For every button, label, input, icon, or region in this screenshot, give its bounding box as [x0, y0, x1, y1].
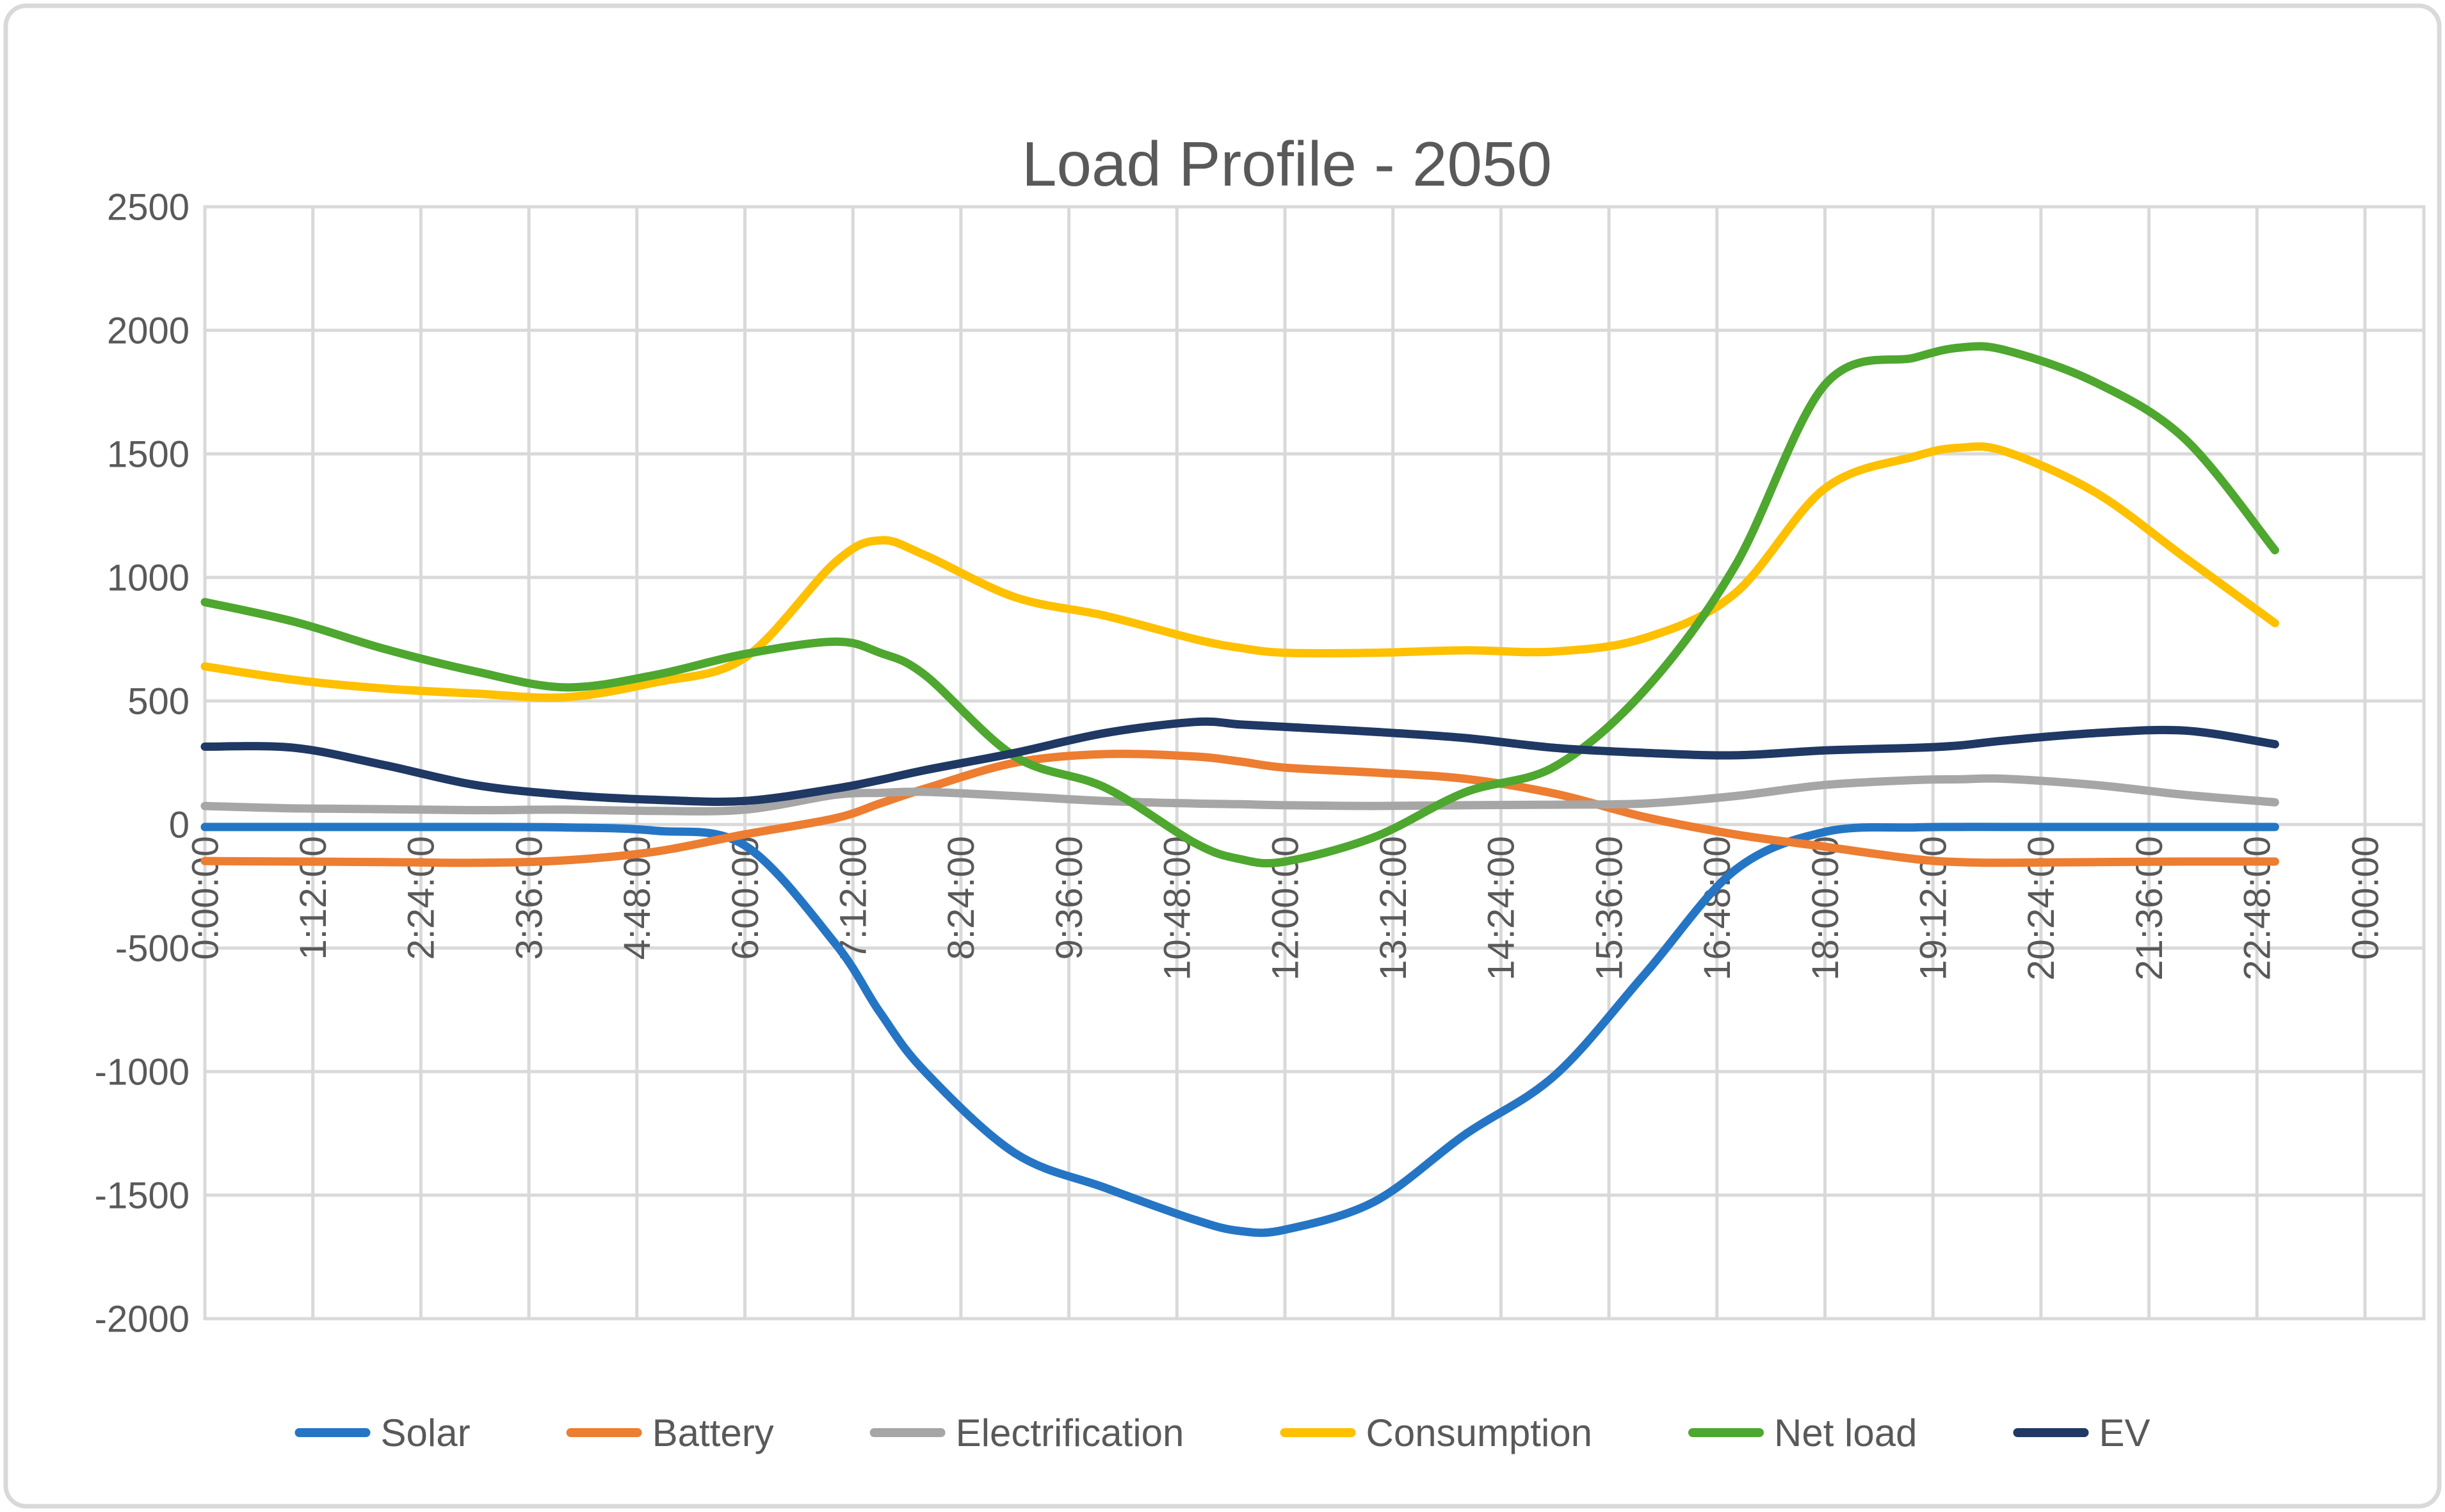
y-axis-label: 2500 [107, 186, 190, 228]
series-lines-layer [200, 342, 2279, 1237]
legend-item-ev: EV [2013, 1411, 2150, 1454]
legend-item-battery: Battery [566, 1411, 774, 1454]
x-axis-label: 13:12:00 [1373, 836, 1414, 981]
x-axis-label: 15:36:00 [1588, 836, 1630, 981]
y-axis-label: 1500 [107, 433, 190, 475]
legend-label-electrification: Electrification [956, 1411, 1184, 1454]
x-axis-label: 0:00:00 [184, 836, 226, 960]
y-axis-label: 2000 [107, 310, 190, 351]
legend-label-consumption: Consumption [1366, 1411, 1593, 1454]
y-axis-label: -1000 [95, 1051, 190, 1093]
x-axis-label: 16:48:00 [1697, 836, 1738, 981]
y-axis-label: 1000 [107, 557, 190, 599]
series-line-consumption [200, 442, 2279, 702]
x-axis-label: 0:00:00 [2344, 836, 2386, 960]
gridlines-layer [203, 205, 2426, 1321]
legend-swatch-solar [295, 1428, 371, 1437]
y-axis-label: -1500 [95, 1175, 190, 1216]
chart-title: Load Profile - 2050 [1022, 129, 1552, 199]
x-axis-label: 10:48:00 [1157, 836, 1198, 981]
legend-swatch-electrification [869, 1428, 946, 1437]
series-line-solar [200, 823, 2279, 1237]
legend-swatch-ev [2013, 1428, 2089, 1437]
legend-item-net-load: Net load [1688, 1411, 1917, 1454]
x-axis-label: 3:36:00 [508, 836, 550, 960]
legend: Solar Battery Electrification Consumption Ne… [295, 1411, 2150, 1454]
series-line-battery [200, 750, 2279, 867]
series-line-net-load [200, 342, 2279, 868]
y-axis-label: -2000 [95, 1298, 190, 1340]
legend-label-ev: EV [2099, 1411, 2150, 1454]
legend-swatch-net-load [1688, 1428, 1764, 1437]
x-axis-label: 18:00:00 [1805, 836, 1846, 981]
legend-item-solar: Solar [295, 1411, 471, 1454]
legend-item-consumption: Consumption [1280, 1411, 1593, 1454]
legend-label-net-load: Net load [1774, 1411, 1917, 1454]
x-axis-label: 2:24:00 [401, 836, 442, 960]
series-line-ev [200, 717, 2279, 806]
x-axis-label: 8:24:00 [940, 836, 982, 960]
series-line-electrification [200, 774, 2279, 816]
legend-swatch-battery [566, 1428, 642, 1437]
plot-area-border [203, 205, 2426, 1321]
x-axis-label: 1:12:00 [293, 836, 334, 960]
x-axis-label: 20:24:00 [2021, 836, 2062, 981]
legend-label-solar: Solar [381, 1411, 471, 1454]
legend-label-battery: Battery [652, 1411, 774, 1454]
x-axis-label: 9:36:00 [1049, 836, 1090, 960]
legend-swatch-consumption [1280, 1428, 1356, 1437]
legend-item-electrification: Electrification [869, 1411, 1184, 1454]
x-axis-label: 7:12:00 [833, 836, 875, 960]
x-axis-label: 14:24:00 [1481, 836, 1522, 981]
y-axis-label: 500 [127, 680, 190, 722]
y-axis-label: 0 [169, 804, 190, 846]
y-axis-label: -500 [115, 928, 190, 969]
